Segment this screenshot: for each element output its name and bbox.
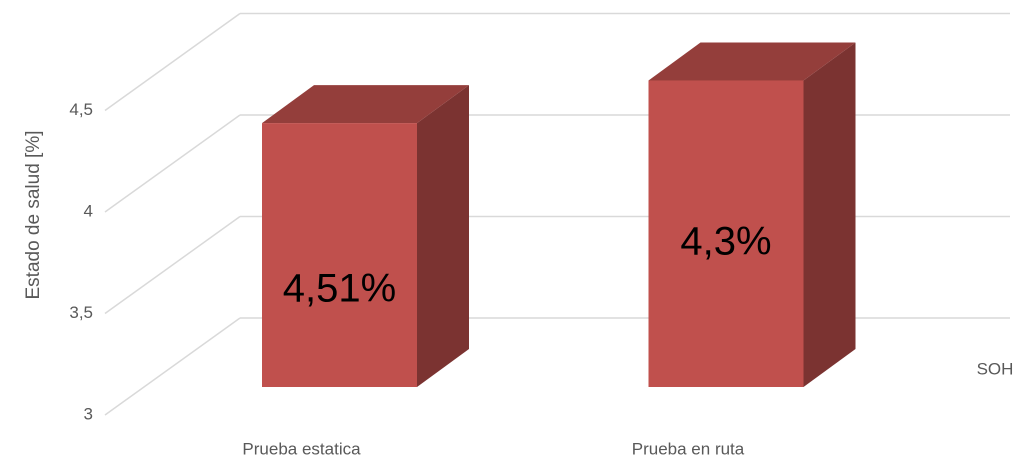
y-tick-label: 3,5 [69,303,93,322]
bar-side [803,42,856,387]
grid-line [104,114,241,213]
bar-top [648,42,856,81]
bar-top [262,85,469,124]
grid-line [104,215,241,315]
legend-label: SOH [977,359,1014,378]
x-tick-label: Prueba en ruta [632,439,745,458]
y-tick-label: 4 [84,201,93,220]
annotation: 4,51% [283,267,396,311]
y-axis-label: Estado de salud [%] [23,131,44,300]
x-tick-label: Prueba estatica [242,439,361,458]
grid-line [104,317,241,416]
y-tick-label: 3 [84,404,93,423]
bar-side [417,85,469,387]
bar [262,123,417,387]
y-tick-label: 4,5 [69,100,93,119]
bar [648,80,804,387]
annotation: 4,3% [680,219,771,263]
grid-line [104,12,241,112]
